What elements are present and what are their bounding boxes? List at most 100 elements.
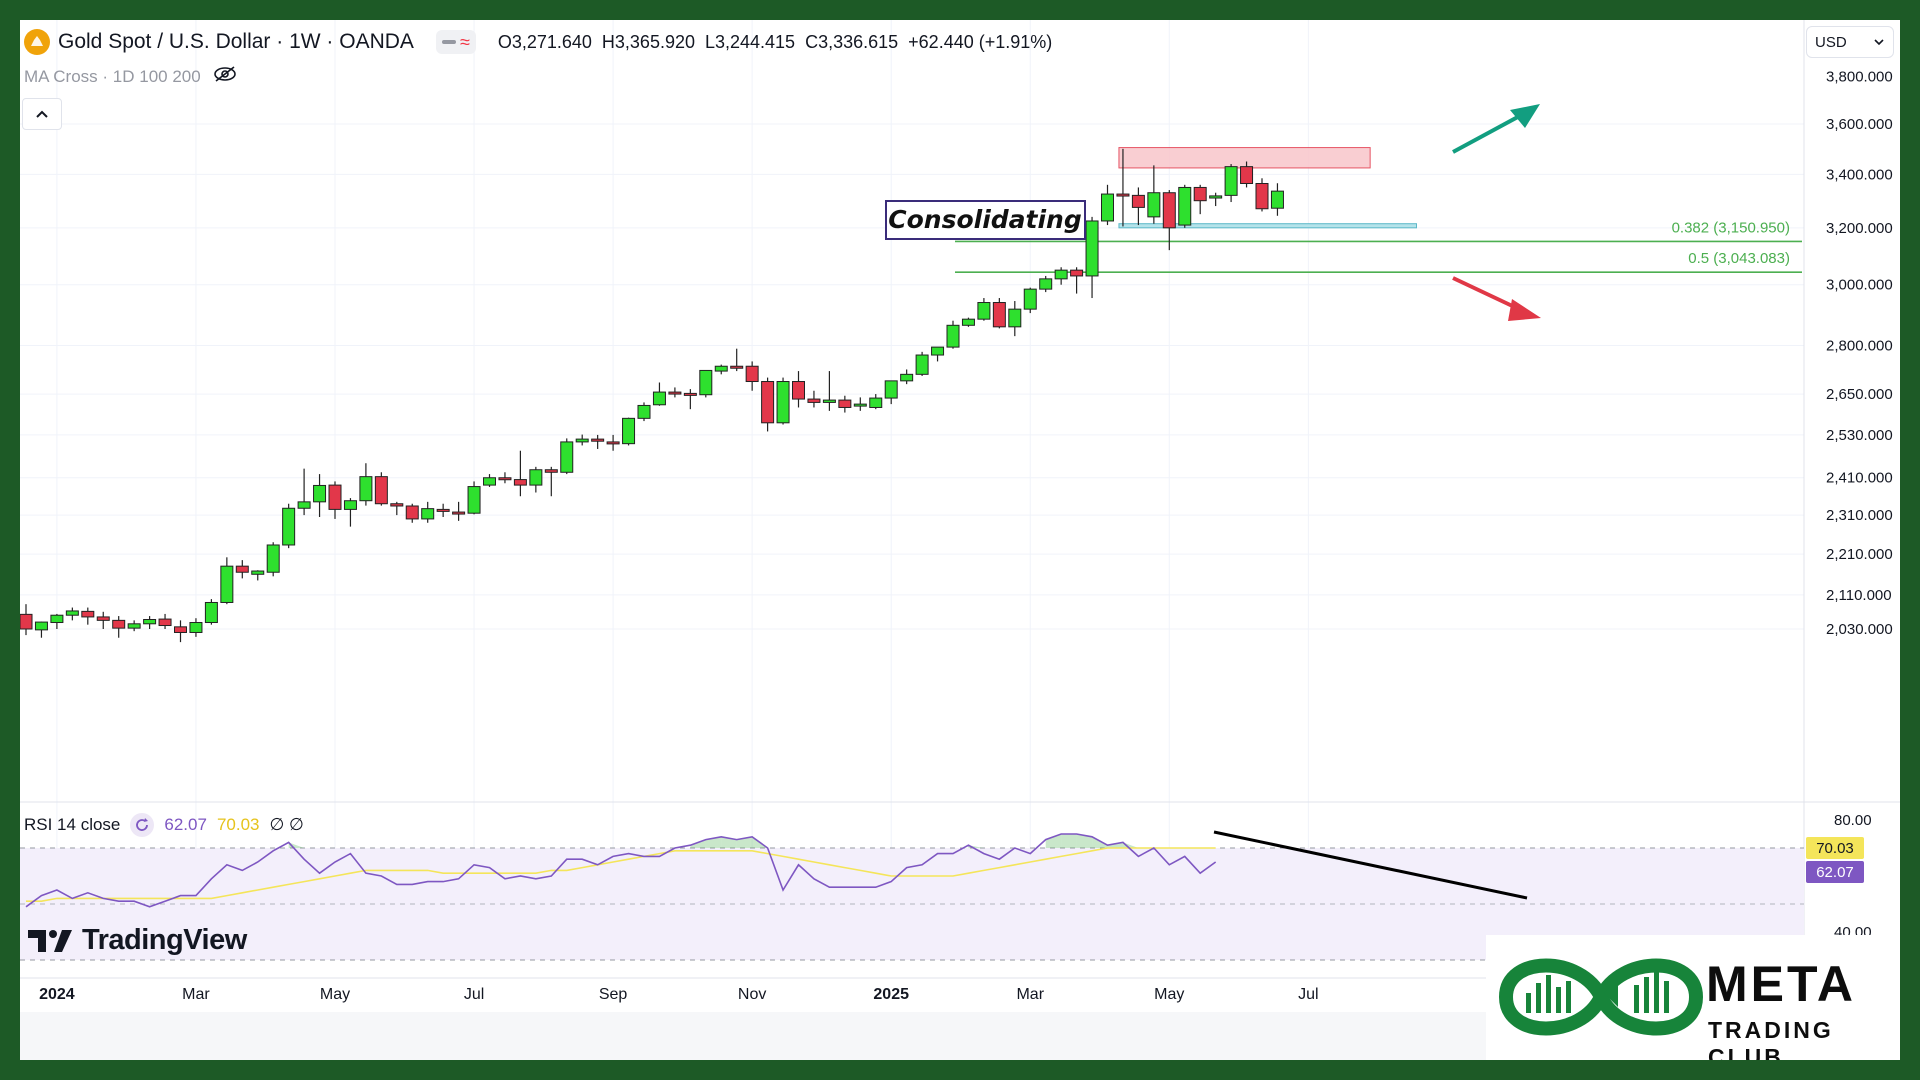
candle-body bbox=[282, 507, 296, 546]
candle bbox=[1162, 190, 1176, 251]
candle bbox=[529, 466, 543, 493]
candle bbox=[34, 621, 48, 638]
candle bbox=[869, 394, 883, 410]
visibility-toggle[interactable]: ≈ bbox=[435, 30, 476, 54]
support-zone bbox=[1118, 223, 1417, 229]
candle bbox=[158, 613, 172, 629]
candle bbox=[390, 501, 404, 516]
rsi-title[interactable]: RSI 14 close bbox=[24, 815, 121, 834]
candle bbox=[50, 613, 64, 629]
candle-body bbox=[34, 621, 48, 631]
rsi-tick-label: 80.00 bbox=[1834, 812, 1872, 829]
eye-off-icon[interactable] bbox=[213, 65, 237, 88]
candle bbox=[405, 503, 419, 523]
candle bbox=[946, 320, 960, 349]
candle-body bbox=[961, 318, 975, 326]
candle bbox=[575, 434, 589, 446]
candle-body bbox=[1147, 192, 1161, 218]
candle-body bbox=[560, 441, 574, 473]
candle-body bbox=[266, 544, 280, 573]
candle-body bbox=[328, 484, 342, 510]
y-tick-label: 2,800.000 bbox=[1826, 338, 1893, 355]
candle bbox=[328, 481, 342, 519]
ma-cross-label[interactable]: MA Cross · 1D 100 200 bbox=[24, 66, 201, 86]
candle bbox=[359, 463, 373, 506]
candle bbox=[313, 474, 327, 518]
symbol-title[interactable]: Gold Spot / U.S. Dollar · 1W · OANDA bbox=[58, 30, 414, 53]
candle-body bbox=[452, 511, 466, 515]
candle bbox=[1224, 164, 1238, 203]
candle bbox=[915, 351, 929, 376]
y-tick-label: 3,600.000 bbox=[1826, 116, 1893, 133]
x-tick-label: 2025 bbox=[873, 986, 909, 1003]
candle-body bbox=[359, 476, 373, 502]
candle-body bbox=[900, 373, 914, 382]
candle-body bbox=[313, 484, 327, 503]
candle bbox=[699, 369, 713, 398]
candle-body bbox=[792, 381, 805, 400]
x-tick-label: Mar bbox=[1016, 986, 1044, 1003]
candle-body bbox=[1101, 193, 1114, 222]
candle-body bbox=[992, 302, 1006, 328]
rsi-overbought-fill bbox=[1061, 834, 1077, 848]
candle-body bbox=[1162, 192, 1176, 229]
candles bbox=[20, 148, 1284, 643]
candle-body bbox=[1085, 220, 1099, 277]
symbol-header: Gold Spot / U.S. Dollar · 1W · OANDA ≈ O… bbox=[24, 27, 1052, 57]
candle bbox=[1039, 275, 1053, 293]
x-tick-label: Nov bbox=[738, 986, 766, 1003]
candle-body bbox=[1193, 186, 1207, 202]
candle bbox=[807, 390, 821, 408]
candle bbox=[1240, 161, 1254, 188]
collapse-legend-button[interactable] bbox=[22, 98, 62, 130]
candle bbox=[1209, 192, 1223, 207]
candle-body bbox=[977, 302, 991, 320]
candle-body bbox=[1224, 166, 1238, 196]
candle-body bbox=[1039, 278, 1053, 290]
candle bbox=[467, 481, 481, 515]
candle bbox=[544, 466, 558, 497]
indicator-legend: MA Cross · 1D 100 200 bbox=[24, 65, 237, 88]
candle bbox=[81, 607, 95, 625]
meta-trading-club-logo: META TRADING CLUB bbox=[1486, 935, 1900, 1060]
candle-body bbox=[745, 365, 759, 383]
fib-label: 0.382 (3,150.950) bbox=[1672, 219, 1790, 236]
candle-body bbox=[143, 618, 157, 625]
tradingview-logo: TradingView bbox=[28, 924, 247, 957]
candle bbox=[1147, 165, 1161, 224]
candle-body bbox=[297, 501, 311, 509]
currency-select[interactable]: USD bbox=[1806, 26, 1894, 58]
candle-body bbox=[174, 626, 187, 633]
candle-body bbox=[699, 369, 713, 396]
candle bbox=[513, 450, 527, 497]
x-tick-label: Sep bbox=[599, 986, 628, 1003]
candle-body bbox=[513, 479, 527, 486]
candle-body bbox=[853, 403, 867, 407]
candle-body bbox=[436, 508, 450, 512]
candle-body bbox=[81, 610, 95, 618]
candle-body bbox=[730, 365, 744, 369]
candle-body bbox=[591, 438, 605, 442]
candle bbox=[977, 298, 991, 321]
candle bbox=[20, 604, 33, 636]
y-tick-label: 2,030.000 bbox=[1826, 621, 1893, 638]
rsi-value-badge-text: 62.07 bbox=[1816, 864, 1854, 881]
candle-body bbox=[807, 398, 821, 403]
candle bbox=[1101, 184, 1114, 226]
candle bbox=[297, 468, 311, 516]
candle bbox=[96, 611, 110, 629]
candle-body bbox=[1255, 183, 1269, 210]
grid-lines bbox=[20, 20, 1900, 978]
candle-body bbox=[1023, 288, 1037, 310]
price-chart[interactable]: 0.382 (3,150.950) 0.5 (3,043.083) Consoli… bbox=[20, 20, 1900, 1060]
candle bbox=[112, 616, 126, 638]
gold-coin-icon bbox=[24, 29, 50, 55]
candle bbox=[498, 472, 512, 484]
chevron-up-icon bbox=[36, 110, 48, 118]
candle-body bbox=[1070, 269, 1084, 277]
candle-body bbox=[1054, 269, 1068, 280]
candle-body bbox=[838, 399, 852, 408]
refresh-icon[interactable] bbox=[130, 813, 155, 837]
consolidating-label: Consolidating bbox=[885, 200, 1086, 240]
y-tick-label: 3,800.000 bbox=[1826, 68, 1893, 85]
